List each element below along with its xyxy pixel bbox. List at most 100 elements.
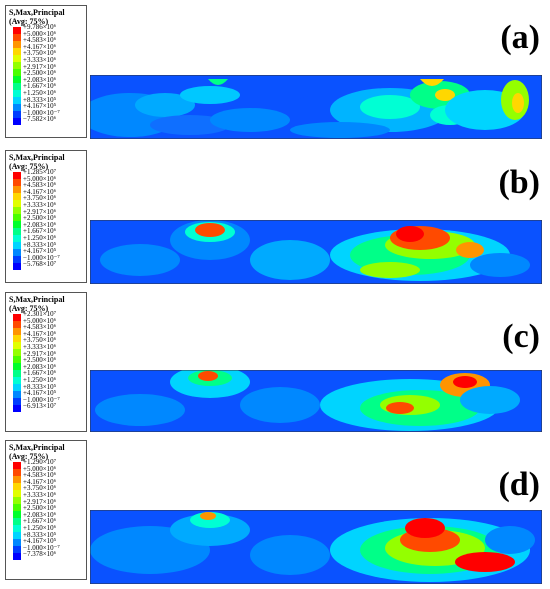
legend-swatch (13, 235, 21, 242)
legend-value: +2.083×10⁶ (23, 75, 57, 84)
stress-contour-d (90, 510, 542, 584)
legend-value: +4.583×10⁶ (23, 471, 57, 480)
legend-value: −1.000×10⁻⁷ (23, 253, 60, 262)
legend-swatch (13, 518, 21, 525)
legend-swatch (13, 349, 21, 356)
panel-label-a: (a) (500, 19, 540, 56)
legend-value: +3.750×10⁶ (23, 49, 57, 58)
legend-value: +1.250×10⁶ (23, 233, 57, 242)
legend-swatch (13, 328, 21, 335)
legend-swatch (13, 384, 21, 391)
legend-swatch (13, 391, 21, 398)
legend-swatches (13, 314, 21, 412)
legend-value: −1.000×10⁻⁷ (23, 395, 60, 404)
legend-title: S,Max,Principal (9, 295, 65, 304)
legend-swatch (13, 377, 21, 384)
legend-value: +8.333×10⁵ (23, 530, 57, 539)
legend-b: S,Max,Principal (Avg: 75%) +1.285×10⁷ +5.… (5, 150, 87, 283)
legend-value: +3.750×10⁶ (23, 336, 57, 345)
legend-swatch (13, 363, 21, 370)
legend-values: +1.290×10⁷ +5.000×10⁶ +4.583×10⁶ +4.167×10⁶… (23, 459, 60, 558)
legend-swatch (13, 256, 21, 263)
legend-swatch (13, 398, 21, 405)
legend-value: +4.583×10⁶ (23, 323, 57, 332)
legend-values: +9.786×10⁶ +5.000×10⁶ +4.583×10⁶ +4.167×10⁶… (23, 24, 60, 123)
panel-label-b: (b) (498, 164, 540, 201)
legend-value: −7.378×10⁶ (23, 550, 57, 559)
legend-value: −7.582×10⁶ (23, 115, 57, 124)
legend-swatch (13, 370, 21, 377)
legend-swatch (13, 83, 21, 90)
legend-value: +5.000×10⁶ (23, 29, 57, 38)
stress-contour-c (90, 370, 542, 432)
legend-swatch (13, 69, 21, 76)
legend-value: +4.167×10⁵ (23, 389, 57, 398)
legend-value: +1.667×10⁶ (23, 227, 57, 236)
legend-swatch (13, 511, 21, 518)
legend-value: −6.913×10⁷ (23, 402, 57, 411)
legend-swatch (13, 41, 21, 48)
legend-value: +2.083×10⁶ (23, 220, 57, 229)
panel-c: S,Max,Principal (Avg: 75%) +2.301×10⁷ +5.… (0, 292, 550, 437)
legend-value: −1.000×10⁻⁷ (23, 543, 60, 552)
legend-swatch (13, 172, 21, 179)
legend-swatch (13, 321, 21, 328)
panel-label-d: (d) (498, 466, 540, 503)
legend-swatch (13, 546, 21, 553)
legend-swatches (13, 27, 21, 125)
legend-swatch (13, 462, 21, 469)
legend-value: +1.667×10⁶ (23, 517, 57, 526)
legend-a: S,Max,Principal (Avg: 75%) +9.786×10⁶ +5.… (5, 5, 87, 138)
legend-d: S,Max,Principal (Avg: 75%) +1.290×10⁷ +5.… (5, 440, 87, 580)
legend-swatch (13, 490, 21, 497)
legend-value: +2.917×10⁶ (23, 207, 57, 216)
legend-swatch (13, 242, 21, 249)
legend-value: +8.333×10⁵ (23, 382, 57, 391)
legend-swatch (13, 476, 21, 483)
legend-value: +9.786×10⁶ (23, 23, 57, 31)
legend-swatch (13, 335, 21, 342)
legend-swatch (13, 483, 21, 490)
legend-value: +2.500×10⁶ (23, 69, 57, 78)
legend-value: +2.500×10⁶ (23, 356, 57, 365)
legend-swatch (13, 179, 21, 186)
stress-contour-b (90, 220, 542, 284)
legend-value: −1.000×10⁻⁷ (23, 108, 60, 117)
legend-value: +4.167×10⁶ (23, 187, 57, 196)
legend-swatch (13, 34, 21, 41)
legend-swatch (13, 62, 21, 69)
legend-swatch (13, 186, 21, 193)
legend-swatch (13, 200, 21, 207)
legend-value: +1.285×10⁷ (23, 168, 57, 176)
legend-swatch (13, 469, 21, 476)
legend-value: +4.167×10⁵ (23, 247, 57, 256)
legend-swatch (13, 497, 21, 504)
legend-value: +2.917×10⁶ (23, 62, 57, 71)
legend-value: +5.000×10⁶ (23, 464, 57, 473)
legend-swatch (13, 55, 21, 62)
legend-title: S,Max,Principal (9, 8, 65, 17)
legend-swatch (13, 532, 21, 539)
legend-swatch (13, 539, 21, 546)
legend-value: +1.250×10⁶ (23, 375, 57, 384)
legend-swatches (13, 172, 21, 270)
legend-value: +2.500×10⁶ (23, 214, 57, 223)
legend-swatch (13, 214, 21, 221)
legend-swatch (13, 76, 21, 83)
panel-b: S,Max,Principal (Avg: 75%) +1.285×10⁷ +5.… (0, 150, 550, 290)
legend-swatch (13, 48, 21, 55)
legend-swatch (13, 221, 21, 228)
legend-subtitle: (Avg: 75%) (9, 162, 49, 171)
legend-swatch (13, 356, 21, 363)
legend-subtitle: (Avg: 75%) (9, 304, 49, 313)
legend-value: +5.000×10⁶ (23, 174, 57, 183)
legend-swatch (13, 314, 21, 321)
legend-swatch (13, 193, 21, 200)
legend-subtitle: (Avg: 75%) (9, 452, 49, 461)
panel-a: S,Max,Principal (Avg: 75%) +9.786×10⁶ +5.… (0, 5, 550, 145)
legend-value: +5.000×10⁶ (23, 316, 57, 325)
legend-value: +4.167×10⁵ (23, 102, 57, 111)
stress-contour-a (90, 75, 542, 139)
legend-value: +2.083×10⁶ (23, 362, 57, 371)
legend-value: −5.768×10⁷ (23, 260, 57, 269)
